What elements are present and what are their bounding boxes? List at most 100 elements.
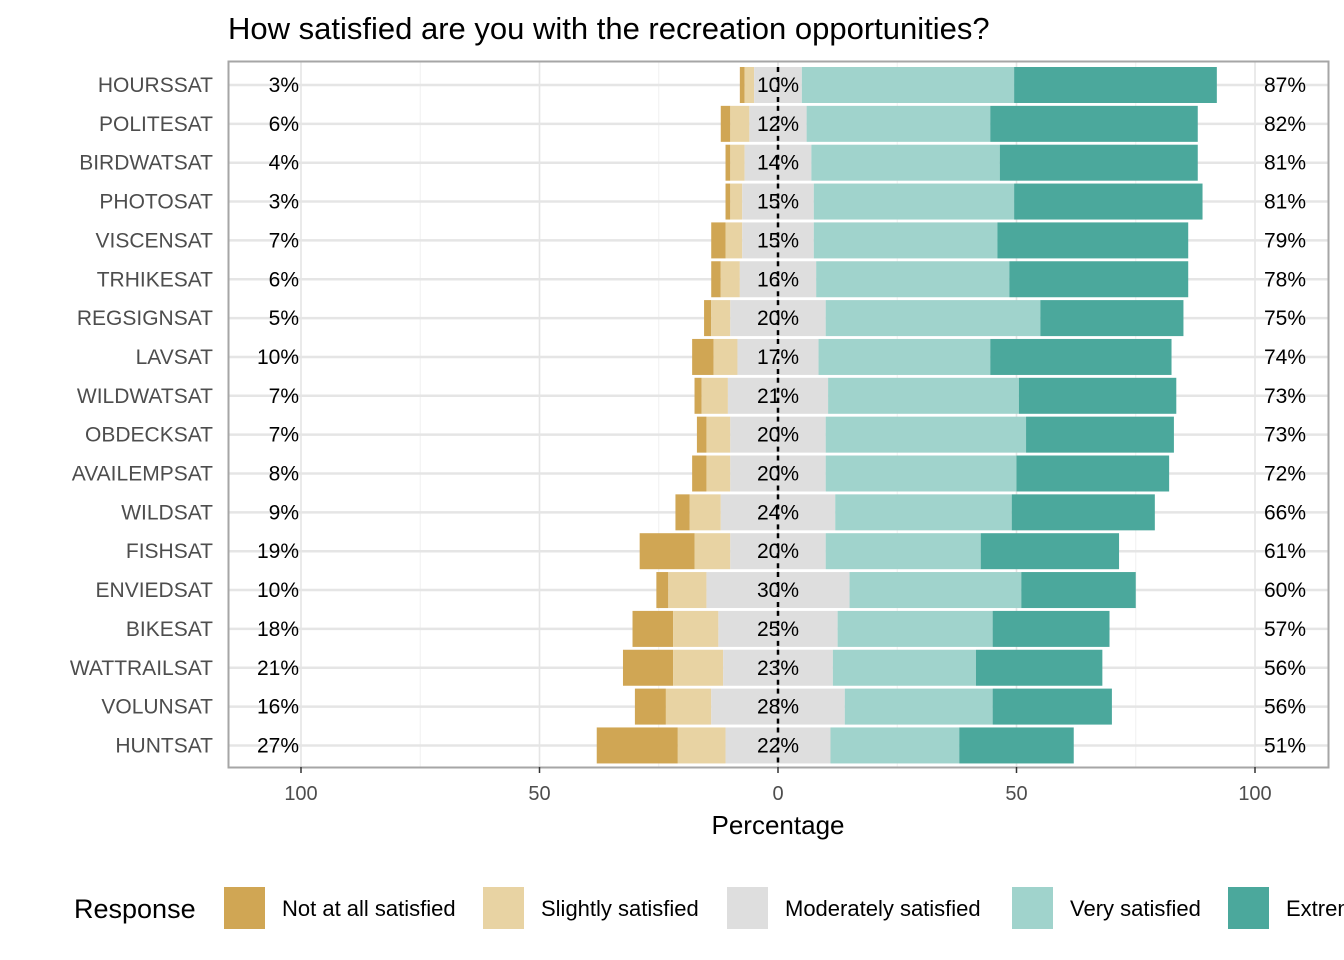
low-percent-label: 16% xyxy=(257,696,299,719)
bar-segment xyxy=(818,338,991,375)
bar-segment xyxy=(739,67,745,103)
bar-segment xyxy=(811,144,1000,181)
bar-segment xyxy=(813,183,1015,220)
high-percent-label: 82% xyxy=(1264,113,1306,136)
x-tick-label: 100 xyxy=(284,783,317,805)
bar-segment xyxy=(1040,300,1184,337)
bar-segment xyxy=(706,455,731,492)
low-percent-label: 7% xyxy=(269,385,299,408)
bar-segment xyxy=(673,649,724,686)
low-percent-label: 7% xyxy=(269,229,299,252)
x-axis-ticks: 100 50 0 50 100 xyxy=(284,767,1272,805)
category-label: LAVSAT xyxy=(136,346,214,369)
bar-segment xyxy=(825,416,1027,453)
bar-segment xyxy=(720,105,731,142)
chart-title: How satisfied are you with the recreatio… xyxy=(228,11,990,46)
neutral-percent-label: 17% xyxy=(757,346,799,369)
legend: Response Not at all satisfied Slightly sa… xyxy=(74,887,1344,929)
bar-segment xyxy=(975,649,1103,686)
bar-segment xyxy=(806,105,991,142)
bar-segment xyxy=(1026,416,1174,453)
legend-label: Very satisfied xyxy=(1070,896,1201,921)
category-label: VOLUNSAT xyxy=(101,696,213,719)
bar-segment xyxy=(832,649,976,686)
bar-segment xyxy=(992,688,1112,725)
category-label: AVAILEMPSAT xyxy=(72,463,213,486)
bar-segment xyxy=(596,727,678,764)
high-percent-label: 61% xyxy=(1264,540,1306,563)
bar-segment xyxy=(704,300,712,337)
high-percent-label: 81% xyxy=(1264,191,1306,214)
bar-segment xyxy=(830,727,960,764)
high-percent-label: 73% xyxy=(1264,385,1306,408)
bar-segment xyxy=(959,727,1074,764)
bar-segment xyxy=(825,300,1041,337)
bar-segment xyxy=(992,610,1110,647)
low-percent-label: 19% xyxy=(257,540,299,563)
low-percent-label: 3% xyxy=(269,74,299,97)
bar-segment xyxy=(837,610,993,647)
bar-segment xyxy=(656,572,669,609)
legend-label: Moderately satisfied xyxy=(785,896,981,921)
neutral-percent-label: 20% xyxy=(757,307,799,330)
bar-segment xyxy=(692,455,707,492)
bar-segment xyxy=(813,222,998,259)
category-label: HUNTSAT xyxy=(115,734,213,757)
legend-key xyxy=(483,887,524,929)
high-percent-label: 60% xyxy=(1264,579,1306,602)
bar-segment xyxy=(997,222,1189,259)
neutral-percent-label: 23% xyxy=(757,657,799,680)
high-percent-label: 72% xyxy=(1264,463,1306,486)
bar-segment xyxy=(694,533,731,570)
row-labels: HOURSSAT 3% 10% 87% POLITESAT 6% 12% 82% BIRDWAT… xyxy=(70,74,1306,757)
bar-segment xyxy=(1016,455,1170,492)
bar-segment xyxy=(801,67,1015,103)
bar-segment xyxy=(701,377,728,414)
neutral-percent-label: 20% xyxy=(757,540,799,563)
high-percent-label: 51% xyxy=(1264,734,1306,757)
bar-segment xyxy=(713,338,738,375)
legend-key xyxy=(224,887,265,929)
bar-segment xyxy=(730,183,743,220)
bar-segment xyxy=(999,144,1198,181)
bar-segment xyxy=(711,300,731,337)
bar-segment xyxy=(692,338,714,375)
neutral-percent-label: 14% xyxy=(757,152,799,175)
bar-segment xyxy=(730,144,745,181)
bar-segment xyxy=(825,455,1017,492)
bars xyxy=(596,67,1217,764)
bar-segment xyxy=(825,533,981,570)
neutral-percent-label: 15% xyxy=(757,191,799,214)
neutral-percent-label: 21% xyxy=(757,385,799,408)
category-label: POLITESAT xyxy=(99,113,213,136)
bar-segment xyxy=(1014,183,1203,220)
bar-segment xyxy=(844,688,993,725)
high-percent-label: 81% xyxy=(1264,152,1306,175)
neutral-percent-label: 10% xyxy=(757,74,799,97)
high-percent-label: 87% xyxy=(1264,74,1306,97)
bar-segment xyxy=(725,222,743,259)
bar-segment xyxy=(990,338,1172,375)
category-label: REGSIGNSAT xyxy=(77,307,213,330)
bar-segment xyxy=(711,222,726,259)
bar-segment xyxy=(1011,494,1155,531)
high-percent-label: 78% xyxy=(1264,268,1306,291)
high-percent-label: 66% xyxy=(1264,501,1306,524)
bar-segment xyxy=(1014,67,1217,103)
low-percent-label: 10% xyxy=(257,346,299,369)
high-percent-label: 79% xyxy=(1264,229,1306,252)
low-percent-label: 3% xyxy=(269,191,299,214)
x-tick-label: 50 xyxy=(528,783,550,805)
category-label: BIRDWATSAT xyxy=(79,152,213,175)
bar-segment xyxy=(835,494,1012,531)
neutral-percent-label: 30% xyxy=(757,579,799,602)
high-percent-label: 73% xyxy=(1264,424,1306,447)
x-axis-title: Percentage xyxy=(712,810,845,840)
low-percent-label: 21% xyxy=(257,657,299,680)
low-percent-label: 6% xyxy=(269,268,299,291)
neutral-percent-label: 15% xyxy=(757,229,799,252)
bar-segment xyxy=(980,533,1120,570)
bar-segment xyxy=(622,649,674,686)
legend-key xyxy=(1228,887,1269,929)
bar-segment xyxy=(849,572,1022,609)
